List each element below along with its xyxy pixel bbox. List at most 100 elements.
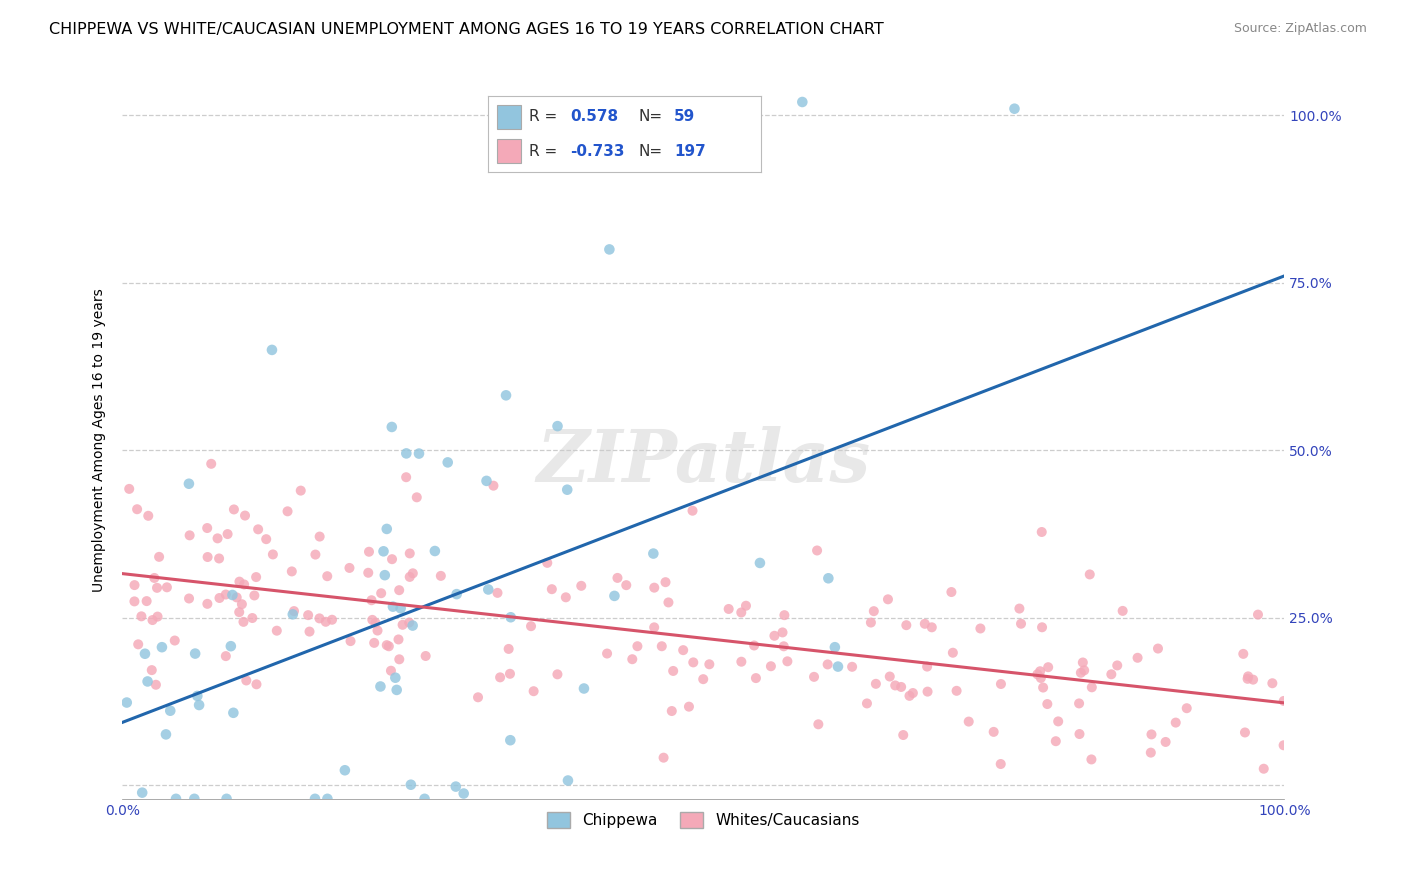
Point xyxy=(643,620,665,634)
Point xyxy=(536,556,558,570)
Point xyxy=(131,609,153,624)
Point xyxy=(378,640,401,654)
Point xyxy=(215,792,238,806)
Point xyxy=(540,582,562,597)
Point xyxy=(388,652,411,666)
Point xyxy=(1073,664,1095,678)
Point xyxy=(486,586,509,600)
Point xyxy=(115,696,138,710)
Point xyxy=(398,570,420,584)
Point xyxy=(865,677,887,691)
Point xyxy=(990,677,1012,691)
Point xyxy=(228,605,250,619)
Point xyxy=(1004,102,1026,116)
Point xyxy=(898,689,921,703)
Point xyxy=(547,419,569,434)
Point xyxy=(381,420,404,434)
Point xyxy=(773,608,796,623)
Point xyxy=(1253,762,1275,776)
Text: ZIPatlas: ZIPatlas xyxy=(536,426,870,498)
Point xyxy=(183,792,205,806)
Point xyxy=(1029,665,1052,679)
Point xyxy=(146,581,169,595)
Point xyxy=(233,508,256,523)
Point xyxy=(475,474,498,488)
Point xyxy=(398,615,420,630)
Point xyxy=(262,548,284,562)
Point xyxy=(1031,524,1053,539)
Point xyxy=(652,750,675,764)
Point xyxy=(215,649,238,664)
Point xyxy=(145,678,167,692)
Point xyxy=(370,586,392,600)
Point xyxy=(141,613,163,627)
Text: Source: ZipAtlas.com: Source: ZipAtlas.com xyxy=(1233,22,1367,36)
Legend: Chippewa, Whites/Caucasians: Chippewa, Whites/Caucasians xyxy=(541,806,866,834)
Point xyxy=(692,672,714,686)
Point xyxy=(298,624,321,639)
Point xyxy=(260,343,283,357)
Point xyxy=(136,508,159,523)
Point xyxy=(228,574,250,589)
Point xyxy=(357,545,380,559)
Point xyxy=(222,502,245,516)
Point xyxy=(231,597,253,611)
Point xyxy=(1232,647,1254,661)
Point xyxy=(208,591,231,605)
Point xyxy=(1069,727,1091,741)
Point xyxy=(361,613,384,627)
Point xyxy=(546,667,568,681)
Point xyxy=(841,660,863,674)
Point xyxy=(366,624,388,638)
Point xyxy=(339,561,361,575)
Point xyxy=(360,593,382,607)
Point xyxy=(1080,752,1102,766)
Point xyxy=(134,647,156,661)
Point xyxy=(598,243,620,257)
Point xyxy=(124,578,146,592)
Point xyxy=(297,608,319,623)
Point xyxy=(772,640,794,654)
Point xyxy=(430,569,453,583)
Point xyxy=(1164,715,1187,730)
Point xyxy=(208,551,231,566)
Point xyxy=(165,792,187,806)
Point xyxy=(1071,656,1094,670)
Point xyxy=(477,582,499,597)
Point xyxy=(387,632,409,647)
Point xyxy=(370,680,392,694)
Y-axis label: Unemployment Among Ages 16 to 19 years: Unemployment Among Ages 16 to 19 years xyxy=(93,288,107,592)
Point xyxy=(247,522,270,536)
Point xyxy=(662,664,685,678)
Point xyxy=(1247,607,1270,622)
Point xyxy=(385,682,408,697)
Point xyxy=(717,602,740,616)
Point xyxy=(304,792,326,806)
Point xyxy=(315,615,337,629)
Point xyxy=(742,639,765,653)
Point xyxy=(225,591,247,605)
Point xyxy=(446,587,468,601)
Point xyxy=(444,780,467,794)
Point xyxy=(266,624,288,638)
Point xyxy=(498,641,520,656)
Point xyxy=(817,657,839,672)
Point xyxy=(942,646,965,660)
Point xyxy=(678,699,700,714)
Point xyxy=(245,677,267,691)
Point xyxy=(792,95,814,109)
Point xyxy=(177,476,200,491)
Point xyxy=(389,601,412,615)
Point xyxy=(1067,697,1090,711)
Point xyxy=(308,611,330,625)
Point xyxy=(776,654,799,668)
Point xyxy=(453,787,475,801)
Point xyxy=(232,615,254,629)
Point xyxy=(384,671,406,685)
Point xyxy=(682,504,704,518)
Point xyxy=(730,606,752,620)
Point xyxy=(143,571,166,585)
Point xyxy=(316,792,339,806)
Point xyxy=(879,669,901,683)
Point xyxy=(862,604,884,618)
